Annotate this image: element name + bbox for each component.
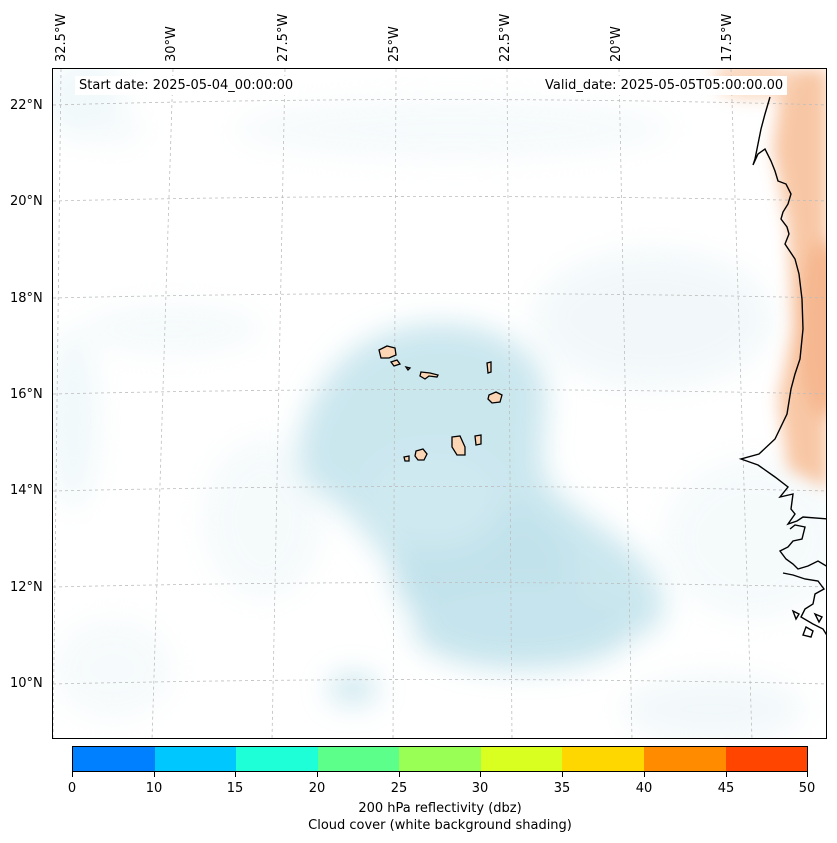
colorbar-segment-35-40 bbox=[562, 747, 644, 771]
lon-label-27-5w: 27.5°W bbox=[276, 13, 291, 62]
map-panel[interactable] bbox=[52, 68, 827, 739]
colorbar-subtitle: Cloud cover (white background shading) bbox=[308, 818, 572, 833]
colorbar-tick bbox=[317, 772, 318, 777]
colorbar-tick bbox=[644, 772, 645, 777]
lon-label-25w: 25°W bbox=[387, 26, 402, 62]
lat-label-12n: 12°N bbox=[10, 580, 43, 595]
island-santa-luzia bbox=[404, 365, 412, 372]
cloud-cover-haze bbox=[53, 69, 826, 738]
island-fogo bbox=[414, 448, 428, 461]
colorbar-title: 200 hPa reflectivity (dbz) bbox=[358, 801, 522, 816]
lon-label-20w: 20°W bbox=[609, 26, 624, 62]
lon-label-22-5w: 22.5°W bbox=[498, 13, 513, 62]
colorbar-label-15: 15 bbox=[226, 781, 244, 796]
colorbar-segment-40-45 bbox=[643, 747, 726, 771]
island-sal bbox=[486, 361, 492, 374]
lat-label-14n: 14°N bbox=[10, 483, 43, 498]
colorbar-label-50: 50 bbox=[798, 781, 816, 796]
island-sao-nicolau bbox=[419, 371, 439, 380]
colorbar-label-45: 45 bbox=[717, 781, 735, 796]
island-boa-vista bbox=[487, 391, 503, 404]
colorbar-tick bbox=[562, 772, 563, 777]
lon-label-32-5w: 32.5°W bbox=[54, 13, 69, 62]
lat-label-16n: 16°N bbox=[10, 387, 43, 402]
valid-date-label: Valid_date: 2025-05-05T05:00:00.00 bbox=[541, 76, 788, 95]
lat-label-18n: 18°N bbox=[10, 291, 43, 306]
cloud-band bbox=[298, 323, 665, 704]
lat-label-22n: 22°N bbox=[10, 98, 43, 113]
island-brava bbox=[403, 455, 410, 462]
colorbar-tick bbox=[480, 772, 481, 777]
reflectivity-colorbar bbox=[72, 746, 808, 772]
colorbar-tick bbox=[72, 772, 73, 777]
colorbar-label-25: 25 bbox=[390, 781, 408, 796]
colorbar-segment-10-15 bbox=[154, 747, 237, 771]
graticule bbox=[53, 69, 826, 738]
colorbar-label-20: 20 bbox=[308, 781, 326, 796]
map-canvas bbox=[53, 69, 826, 738]
island-santiago bbox=[451, 435, 466, 456]
africa-coastline bbox=[738, 96, 826, 638]
colorbar-segment-25-30 bbox=[399, 747, 481, 771]
island-sao-vicente bbox=[389, 359, 402, 367]
colorbar-segment-15-20 bbox=[236, 747, 318, 771]
colorbar-segment-30-35 bbox=[480, 747, 563, 771]
colorbar-label-10: 10 bbox=[145, 781, 163, 796]
cape-verde-islands bbox=[378, 345, 503, 462]
colorbar-label-30: 30 bbox=[471, 781, 489, 796]
colorbar-label-0: 0 bbox=[67, 781, 77, 796]
island-santo-antao bbox=[378, 345, 397, 359]
lon-label-30w: 30°W bbox=[164, 26, 179, 62]
colorbar-tick bbox=[399, 772, 400, 777]
colorbar-tick bbox=[235, 772, 236, 777]
colorbar-tick bbox=[726, 772, 727, 777]
start-date-label: Start date: 2025-05-04_00:00:00 bbox=[75, 76, 298, 95]
colorbar-segment-20-25 bbox=[317, 747, 400, 771]
island-maio bbox=[474, 434, 482, 446]
colorbar-segment-45-50 bbox=[725, 747, 808, 771]
colorbar-tick bbox=[154, 772, 155, 777]
colorbar-segment-0-10 bbox=[73, 747, 155, 771]
colorbar-label-40: 40 bbox=[635, 781, 653, 796]
lat-label-20n: 20°N bbox=[10, 194, 43, 209]
colorbar-tick bbox=[807, 772, 808, 777]
colorbar-label-35: 35 bbox=[553, 781, 571, 796]
lat-label-10n: 10°N bbox=[10, 676, 43, 691]
lon-label-17-5w: 17.5°W bbox=[720, 13, 735, 62]
